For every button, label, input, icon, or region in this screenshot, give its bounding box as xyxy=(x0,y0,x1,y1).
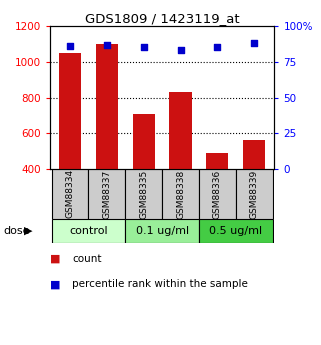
Bar xyxy=(59,53,81,169)
Text: GSM88337: GSM88337 xyxy=(102,169,111,218)
Text: count: count xyxy=(72,254,102,264)
Bar xyxy=(52,219,125,243)
Point xyxy=(252,40,257,46)
Text: GSM88339: GSM88339 xyxy=(250,169,259,218)
Bar xyxy=(236,169,273,219)
Text: GSM88338: GSM88338 xyxy=(176,169,185,218)
Point xyxy=(141,45,146,50)
Bar xyxy=(88,169,125,219)
Point xyxy=(67,43,73,49)
Bar xyxy=(169,92,192,169)
Point xyxy=(104,42,109,47)
Text: GSM88335: GSM88335 xyxy=(139,169,148,218)
Text: GSM88336: GSM88336 xyxy=(213,169,222,218)
Bar xyxy=(162,169,199,219)
Bar xyxy=(52,169,88,219)
Text: percentile rank within the sample: percentile rank within the sample xyxy=(72,279,248,289)
Bar xyxy=(243,140,265,169)
Bar xyxy=(133,114,155,169)
Bar xyxy=(206,153,229,169)
Point xyxy=(178,48,183,53)
Bar xyxy=(199,219,273,243)
Point xyxy=(215,45,220,50)
Bar xyxy=(96,44,118,169)
Text: GSM88334: GSM88334 xyxy=(65,169,74,218)
Text: ■: ■ xyxy=(50,279,60,289)
Bar xyxy=(199,169,236,219)
Text: control: control xyxy=(69,226,108,236)
Title: GDS1809 / 1423119_at: GDS1809 / 1423119_at xyxy=(85,12,239,25)
Bar xyxy=(125,169,162,219)
Bar xyxy=(125,219,199,243)
Text: 0.5 ug/ml: 0.5 ug/ml xyxy=(209,226,262,236)
Text: 0.1 ug/ml: 0.1 ug/ml xyxy=(135,226,189,236)
Text: ■: ■ xyxy=(50,254,60,264)
Text: dose: dose xyxy=(3,226,30,236)
Text: ▶: ▶ xyxy=(24,226,32,236)
